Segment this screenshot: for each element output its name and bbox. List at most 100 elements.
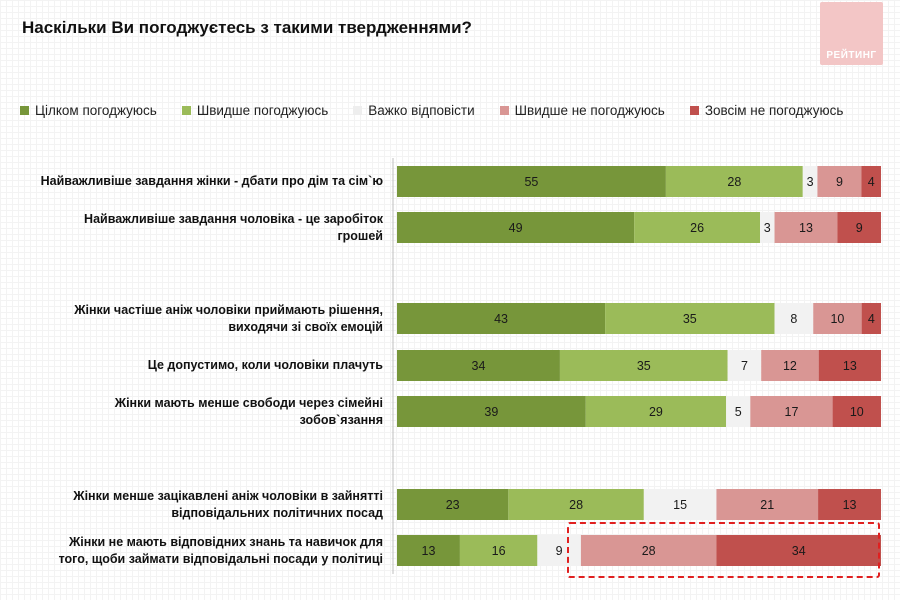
data-label: 9 — [556, 544, 563, 558]
data-label: 9 — [856, 221, 863, 235]
category-label: Найважливіше завдання чоловіка - це заро… — [10, 211, 383, 245]
bar-segment — [397, 303, 606, 334]
legend-swatch — [689, 105, 699, 115]
data-label: 55 — [524, 175, 538, 189]
bar-segment — [605, 303, 775, 334]
category-label-line: Жінки мають менше свободи через сімейні — [114, 395, 383, 410]
bar-segment — [761, 350, 819, 381]
chart-legend: Цілком погоджуюсь Швидше погоджуюсь Важко … — [20, 100, 868, 120]
highlight-box — [567, 522, 880, 578]
bar-segment — [716, 535, 881, 566]
bar-segment — [813, 303, 862, 334]
data-label: 7 — [741, 359, 748, 373]
bar-segment — [643, 489, 717, 520]
legend-swatch — [20, 105, 29, 115]
bar-segment — [774, 212, 838, 243]
data-label: 28 — [642, 544, 656, 558]
bar-segment — [716, 489, 819, 520]
data-label: 4 — [868, 175, 875, 189]
bar-segment — [818, 350, 881, 381]
data-label: 8 — [790, 312, 797, 326]
bar-segment — [726, 396, 751, 427]
bar-segment — [508, 489, 644, 520]
bar-segment — [397, 350, 560, 381]
bar-segment — [459, 535, 538, 566]
data-label: 9 — [836, 175, 843, 189]
logo-text: РЕЙТИНГ — [826, 50, 877, 61]
data-label: 28 — [569, 498, 583, 512]
bar-segment — [634, 212, 760, 243]
data-label: 39 — [484, 405, 498, 419]
data-label: 35 — [683, 312, 697, 326]
category-label: Жінки частіше аніж чоловіки приймають рі… — [10, 302, 383, 336]
data-label: 26 — [690, 221, 704, 235]
category-label-line: Жінки частіше аніж чоловіки приймають рі… — [74, 302, 383, 317]
bar-segment — [750, 396, 833, 427]
bar-segment — [559, 350, 728, 381]
legend-swatch — [181, 105, 191, 115]
data-label: 34 — [792, 544, 806, 558]
category-label-line: грошей — [337, 228, 383, 243]
data-label: 43 — [494, 312, 508, 326]
bar-segment — [774, 303, 814, 334]
category-label: Жінки мають менше свободи через сімейні з… — [10, 395, 383, 429]
data-label: 16 — [492, 544, 506, 558]
data-label: 49 — [509, 221, 523, 235]
category-label: Жінки не мають відповідних знань та нави… — [10, 534, 383, 568]
bar-segment — [537, 535, 581, 566]
category-label-line: виходячи зі своїх емоцій — [228, 319, 383, 334]
bar-segment — [837, 212, 881, 243]
data-label: 10 — [830, 312, 844, 326]
bar-segment — [727, 350, 762, 381]
bar-segment — [861, 166, 881, 197]
bar-segment — [817, 166, 862, 197]
category-label: Найважливіше завдання жінки - дбати про … — [10, 173, 383, 190]
category-label-line: Це допустимо, коли чоловіки плачуть — [147, 358, 383, 372]
data-label: 3 — [807, 175, 814, 189]
category-label: Це допустимо, коли чоловіки плачуть — [10, 357, 383, 374]
category-label-line: Найважливіше завдання чоловіка - це заро… — [84, 211, 383, 226]
bar-segment — [760, 212, 775, 243]
bar-segment — [832, 396, 881, 427]
category-label: Жінки менше зацікавлені аніж чоловіки в … — [10, 488, 383, 522]
bar-segment — [397, 489, 509, 520]
bar-segment — [665, 166, 803, 197]
bar-segment — [802, 166, 818, 197]
bar-segment — [397, 212, 635, 243]
legend-swatch — [499, 105, 509, 115]
bar-segment — [397, 166, 666, 197]
data-label: 5 — [735, 405, 742, 419]
legend-label: Швидше погоджуюсь — [196, 102, 329, 118]
category-label-line: Жінки не мають відповідних знань та нави… — [68, 534, 383, 549]
data-label: 13 — [799, 221, 813, 235]
data-label: 13 — [422, 544, 436, 558]
bar-segment — [861, 303, 881, 334]
chart-title: Наскільки Ви погоджуєтесь з такими тверд… — [22, 18, 472, 37]
legend-item: Важко відповісти — [353, 102, 475, 118]
bar-segment — [585, 396, 727, 427]
legend-label: Важко відповісти — [368, 102, 475, 118]
category-label-line: того, щоби займати відповідальні посади … — [58, 551, 383, 566]
data-label: 34 — [472, 359, 486, 373]
legend-label: Швидше не погоджуюсь — [514, 102, 665, 118]
bar-segment — [397, 535, 460, 566]
category-label-line: відповідальних політичних посад — [171, 505, 383, 520]
category-label-line: Жінки менше зацікавлені аніж чоловіки в … — [73, 488, 383, 503]
data-label: 17 — [785, 405, 799, 419]
bar-segment — [580, 535, 717, 566]
data-label: 10 — [850, 405, 864, 419]
data-label: 12 — [783, 359, 797, 373]
data-label: 35 — [637, 359, 651, 373]
data-label: 13 — [843, 498, 857, 512]
legend-item: Швидше погоджуюсь — [181, 102, 329, 118]
legend-swatch — [353, 105, 363, 115]
bar-segment — [397, 396, 586, 427]
data-label: 28 — [727, 175, 741, 189]
category-label-line: Найважливіше завдання жінки - дбати про … — [40, 174, 383, 188]
legend-item: Швидше не погоджуюсь — [499, 102, 665, 118]
legend-item: Зовсім не погоджуюсь — [689, 103, 843, 118]
data-label: 23 — [446, 498, 460, 512]
data-label: 3 — [764, 221, 771, 235]
legend-item: Цілком погоджуюсь — [20, 103, 157, 118]
